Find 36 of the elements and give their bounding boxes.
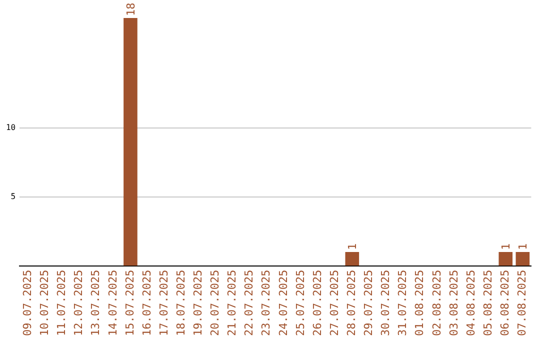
x-tick-label: 10.07.2025	[38, 270, 52, 336]
x-tick-label: 06.08.2025	[498, 270, 512, 336]
x-tick-label: 14.07.2025	[106, 270, 120, 336]
x-tick-label: 01.08.2025	[413, 270, 426, 336]
x-tick-label: 04.08.2025	[464, 270, 478, 336]
x-tick-label: 22.07.2025	[242, 270, 256, 336]
x-tick-label: 26.07.2025	[310, 270, 324, 336]
x-tick-label: 30.07.2025	[379, 270, 392, 336]
x-tick-label: 03.08.2025	[447, 270, 460, 336]
x-tick-label: 13.07.2025	[89, 270, 102, 336]
x-tick-label: 17.07.2025	[157, 270, 170, 336]
x-tick-label: 31.07.2025	[396, 270, 410, 336]
y-tick-label: 10	[6, 123, 16, 132]
x-tick-label: 05.08.2025	[481, 270, 494, 336]
x-tick-label: 19.07.2025	[192, 270, 205, 336]
x-tick-label: 28.07.2025	[345, 270, 358, 336]
x-tick-label: 18.07.2025	[174, 270, 188, 336]
x-tick-label: 25.07.2025	[294, 270, 307, 336]
data-label: 1	[516, 243, 530, 250]
x-tick-label: 23.07.2025	[260, 270, 273, 336]
x-tick-label: 11.07.2025	[55, 270, 68, 336]
x-tick-label: 09.07.2025	[21, 270, 34, 336]
x-tick-label: 12.07.2025	[72, 270, 86, 336]
x-tick-label: 29.07.2025	[362, 270, 376, 336]
data-label: 1	[500, 243, 513, 250]
x-tick-label: 02.08.2025	[430, 270, 444, 336]
x-tick-label: 27.07.2025	[328, 270, 341, 336]
y-tick-label: 5	[10, 192, 16, 202]
x-tick-label: 16.07.2025	[140, 270, 154, 336]
x-tick-label: 24.07.2025	[276, 270, 290, 336]
data-label: 1	[346, 243, 360, 250]
x-tick-label: 07.08.2025	[516, 270, 529, 336]
data-label: 18	[124, 2, 138, 16]
x-tick-label: 21.07.2025	[226, 270, 239, 336]
x-tick-label: 20.07.2025	[208, 270, 222, 336]
x-tick-label: 15.07.2025	[123, 270, 136, 336]
